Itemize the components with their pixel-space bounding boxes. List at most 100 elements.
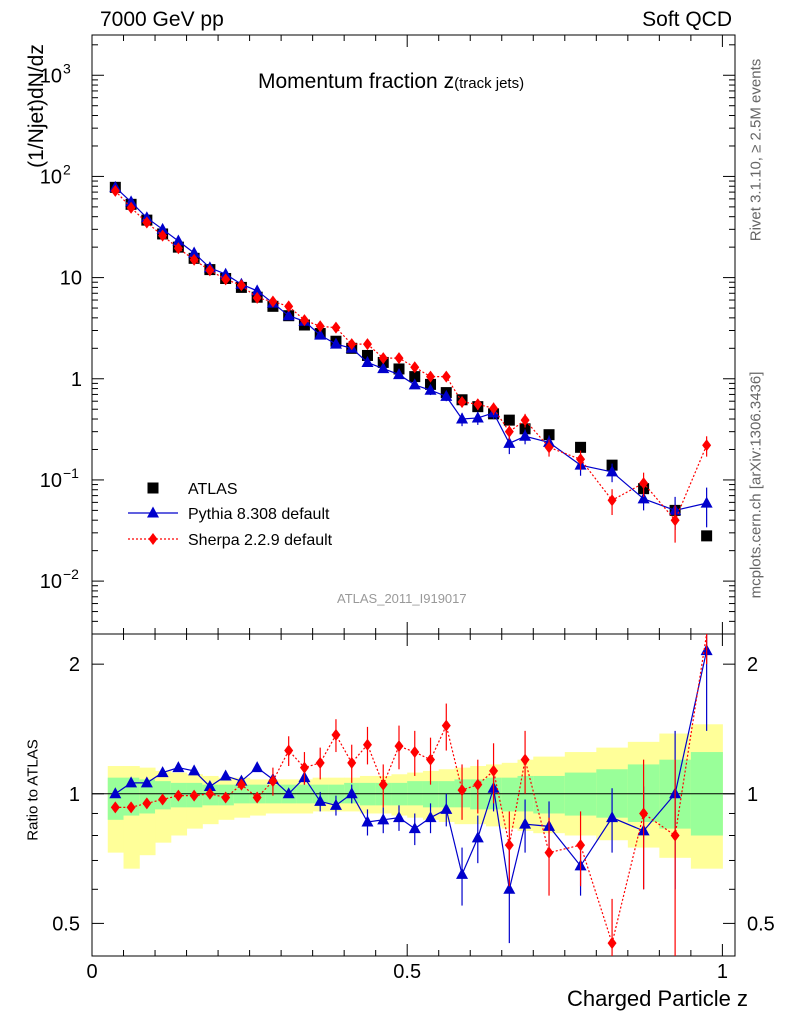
ratio-point xyxy=(284,744,294,757)
ratio-series-sherpa-2-2-9-default xyxy=(110,633,708,956)
data-point xyxy=(544,441,554,454)
data-point xyxy=(236,279,246,292)
title-sub: (track jets) xyxy=(454,75,525,92)
ratio-point xyxy=(576,839,586,852)
data-point xyxy=(142,216,152,229)
ratio-point xyxy=(205,787,215,800)
ratio-point xyxy=(315,756,325,769)
series-line xyxy=(114,186,707,512)
legend-marker xyxy=(148,533,158,545)
data-point xyxy=(424,383,437,395)
title-main: Momentum fraction z xyxy=(258,70,455,93)
ratio-point xyxy=(252,791,262,804)
data-point xyxy=(189,253,199,266)
ratio-point xyxy=(639,807,649,820)
data-point xyxy=(543,429,555,441)
ratio-point xyxy=(519,817,532,829)
x-tick-label: 0 xyxy=(86,961,97,983)
ratio-point xyxy=(203,779,216,791)
data-point xyxy=(221,273,231,286)
x-tick-label: 1 xyxy=(717,961,728,983)
data-point xyxy=(456,412,469,424)
ratio-point xyxy=(361,815,374,827)
header-right: Soft QCD xyxy=(642,8,732,31)
ratio-point xyxy=(393,811,406,823)
data-point xyxy=(503,414,515,426)
band-inner xyxy=(107,777,125,820)
data-point xyxy=(471,411,484,423)
data-point xyxy=(473,398,483,411)
ratio-point xyxy=(544,846,554,859)
data-point xyxy=(410,361,420,374)
data-point xyxy=(575,441,587,453)
main-title: Momentum fraction z(track jets) xyxy=(258,70,524,94)
rivet-label: Rivet 3.1.10, ≥ 2.5M events xyxy=(747,58,765,242)
series-sherpa-2-2-9-default xyxy=(110,184,712,543)
ratio-point xyxy=(329,798,342,810)
legend-entry xyxy=(128,533,178,545)
header-left: 7000 GeV pp xyxy=(100,8,224,31)
ratio-point xyxy=(219,769,232,781)
ratio-y-tick-label: 1 xyxy=(69,784,80,806)
data-point xyxy=(156,222,169,234)
ratio-point xyxy=(457,784,467,797)
ratio-point xyxy=(236,778,246,791)
data-point xyxy=(188,246,201,258)
y-tick-label: 10 xyxy=(40,571,62,593)
ratio-point xyxy=(441,719,451,732)
data-point xyxy=(172,234,185,246)
data-point xyxy=(252,291,262,304)
data-point xyxy=(520,414,530,427)
ratio-point xyxy=(607,937,617,950)
ratio-point xyxy=(377,813,390,825)
legend-entry xyxy=(147,482,159,494)
data-point xyxy=(126,201,136,214)
y-tick-label: 10 xyxy=(60,268,82,290)
data-point xyxy=(347,338,357,351)
ratio-point xyxy=(125,776,138,788)
ratio-point xyxy=(503,882,516,894)
data-point xyxy=(362,338,372,351)
ratio-point xyxy=(378,778,388,791)
data-point xyxy=(314,328,327,340)
ratio-point xyxy=(173,789,183,802)
data-point xyxy=(331,321,341,334)
legend-marker xyxy=(147,482,159,494)
ratio-point xyxy=(394,740,404,753)
data-point xyxy=(282,309,295,321)
ratio-point xyxy=(424,811,437,823)
ratio-point xyxy=(473,778,483,791)
y-axis-label-top: (1/Njet)dN/dz xyxy=(25,44,48,168)
ratio-point xyxy=(489,764,499,777)
data-point xyxy=(315,320,325,333)
data-point xyxy=(457,395,467,408)
data-point xyxy=(393,368,406,380)
y-tick-exponent: 2 xyxy=(63,161,71,177)
ratio-point xyxy=(670,829,680,842)
data-point xyxy=(519,423,531,435)
ratio-point xyxy=(189,789,199,802)
ratio-point xyxy=(456,867,469,879)
data-point xyxy=(377,362,390,374)
data-point xyxy=(110,184,120,197)
ratio-point xyxy=(156,766,169,778)
ratio-y-tick-label-right: 1 xyxy=(747,784,758,806)
x-axis-label: Charged Particle z xyxy=(567,986,748,1011)
ratio-point xyxy=(188,764,201,776)
data-point xyxy=(639,477,649,490)
data-point xyxy=(441,370,451,383)
band-inner xyxy=(139,779,156,814)
ratio-point xyxy=(268,775,278,788)
ratio-point xyxy=(110,801,120,814)
series-line xyxy=(114,190,708,522)
ratio-point xyxy=(251,761,264,773)
ratio-y-tick-label: 2 xyxy=(69,654,80,676)
legend-label: ATLAS xyxy=(188,481,238,498)
mcplots-label: mcplots.cern.ch [arXiv:1306.3436] xyxy=(747,371,765,599)
y-tick-label: 10 xyxy=(40,65,62,87)
ratio-point xyxy=(347,756,357,769)
data-point xyxy=(637,492,650,504)
data-point xyxy=(173,242,183,255)
ratio-point xyxy=(331,728,341,741)
ratio-point xyxy=(520,753,530,766)
